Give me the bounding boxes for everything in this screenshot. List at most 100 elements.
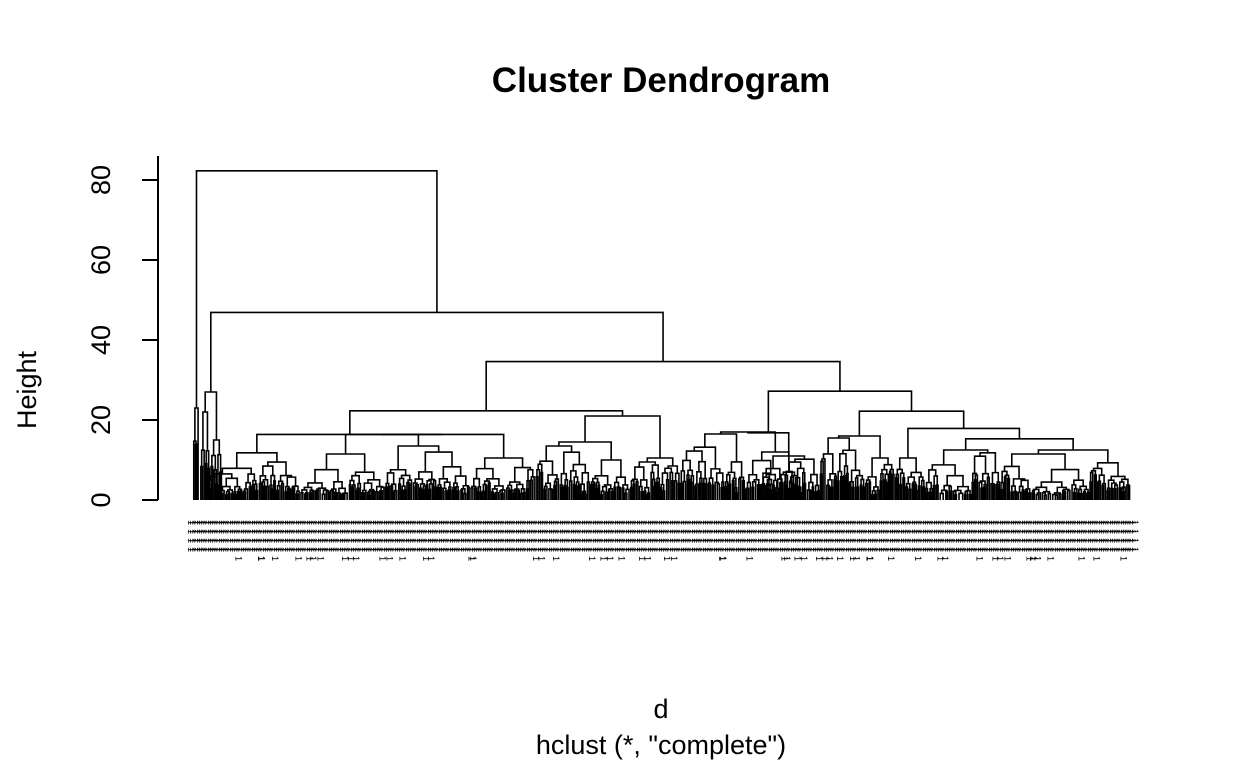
dendrogram-link bbox=[529, 479, 534, 500]
leaf-label: 1 bbox=[461, 538, 471, 543]
dendrogram-link bbox=[279, 474, 293, 482]
dendrogram-link bbox=[1096, 481, 1100, 500]
dendrogram-link bbox=[894, 477, 898, 500]
leaf-label: 1 bbox=[587, 556, 597, 561]
leaf-label: 1 bbox=[624, 529, 634, 534]
leaf-label: 1 bbox=[190, 538, 200, 543]
leaf-label: 1 bbox=[311, 538, 321, 543]
leaf-label: 1 bbox=[861, 547, 871, 552]
leaf-label: 1 bbox=[490, 547, 500, 552]
dendrogram-link bbox=[908, 488, 912, 500]
leaf-label: 1 bbox=[584, 538, 594, 543]
leaf-label: 1 bbox=[844, 520, 854, 525]
leaf-label: 1 bbox=[859, 538, 869, 543]
dendrogram-link bbox=[243, 488, 249, 500]
leaf-label: 1 bbox=[938, 538, 948, 543]
leaf-label: 1 bbox=[547, 547, 557, 552]
leaf-label: 1 bbox=[1114, 538, 1124, 543]
leaf-label: 1 bbox=[362, 520, 372, 525]
leaf-label: 1 bbox=[626, 547, 636, 552]
leaf-label: 1 bbox=[435, 538, 445, 543]
leaf-label: 1 bbox=[619, 547, 629, 552]
leaf-label: 1 bbox=[492, 529, 502, 534]
dendrogram-link bbox=[621, 487, 625, 500]
leaf-label: 1 bbox=[875, 547, 885, 552]
dendrogram-link bbox=[242, 490, 247, 500]
dendrogram-link bbox=[774, 491, 779, 500]
leaf-label: 1 bbox=[1119, 520, 1129, 525]
leaf-label: 1 bbox=[584, 547, 594, 552]
leaf-label: 1 bbox=[897, 520, 907, 525]
leaf-label: 1 bbox=[538, 529, 548, 534]
dendrogram-link bbox=[698, 482, 702, 500]
leaf-label: 1 bbox=[699, 547, 709, 552]
dendrogram-link bbox=[914, 489, 918, 500]
leaf-label: 1 bbox=[481, 529, 491, 534]
leaf-label: 1 bbox=[1059, 547, 1069, 552]
leaf-label: 1 bbox=[1066, 538, 1076, 543]
dendrogram-link bbox=[303, 493, 308, 500]
leaf-label: 1 bbox=[516, 529, 526, 534]
leaf-label: 1 bbox=[562, 547, 572, 552]
leaf-label: 1 bbox=[470, 547, 480, 552]
leaf-label: 1 bbox=[503, 520, 513, 525]
leaf-label: 1 bbox=[908, 520, 918, 525]
leaf-label: 1 bbox=[635, 529, 645, 534]
leaf-label: 1 bbox=[1090, 529, 1100, 534]
leaf-label: 1 bbox=[813, 529, 823, 534]
leaf-label: 1 bbox=[690, 520, 700, 525]
dendrogram-link bbox=[473, 477, 481, 487]
leaf-label: 1 bbox=[353, 520, 363, 525]
leaf-label: 1 bbox=[1029, 538, 1039, 543]
leaf-label: 1 bbox=[424, 547, 434, 552]
leaf-label: 1 bbox=[802, 520, 812, 525]
leaf-label: 1 bbox=[963, 547, 973, 552]
leaf-label: 1 bbox=[814, 556, 824, 561]
leaf-label: 1 bbox=[659, 538, 669, 543]
leaf-label: 1 bbox=[564, 520, 574, 525]
leaf-label: 1 bbox=[226, 529, 236, 534]
leaf-label: 1 bbox=[710, 538, 720, 543]
leaf-label: 1 bbox=[606, 538, 616, 543]
leaf-label: 1 bbox=[549, 538, 559, 543]
dendrogram-link bbox=[221, 485, 231, 491]
dendrogram-link bbox=[475, 467, 494, 479]
dendrogram-link bbox=[390, 485, 394, 500]
leaf-label: 1 bbox=[989, 529, 999, 534]
leaf-label: 1 bbox=[685, 529, 695, 534]
leaf-label: 1 bbox=[756, 520, 766, 525]
dendrogram-link bbox=[946, 474, 964, 487]
leaf-label: 1 bbox=[659, 520, 669, 525]
dendrogram-link bbox=[982, 486, 986, 500]
dendrogram-link bbox=[375, 485, 384, 492]
dendrogram-link bbox=[597, 484, 601, 500]
dendrogram-link bbox=[447, 489, 451, 500]
leaf-label: 1 bbox=[542, 547, 552, 552]
leaf-label: 1 bbox=[470, 538, 480, 543]
dendrogram-link bbox=[687, 478, 691, 500]
leaf-label: 1 bbox=[386, 547, 396, 552]
y-tick-label: 0 bbox=[86, 492, 116, 507]
leaf-label: 1 bbox=[980, 520, 990, 525]
leaf-label: 1 bbox=[573, 529, 583, 534]
dendrogram-link bbox=[259, 475, 267, 484]
leaf-label: 1 bbox=[892, 538, 902, 543]
leaf-label: 1 bbox=[349, 538, 359, 543]
dendrogram-link bbox=[325, 490, 330, 500]
y-tick-label: 60 bbox=[86, 245, 116, 275]
leaf-label: 1 bbox=[333, 520, 343, 525]
leaf-label: 1 bbox=[666, 547, 676, 552]
dendrogram-link bbox=[550, 488, 554, 500]
leaf-label: 1 bbox=[611, 547, 621, 552]
leaf-label: 1 bbox=[558, 529, 568, 534]
leaf-label: 1 bbox=[710, 529, 720, 534]
leaf-label: 1 bbox=[186, 529, 196, 534]
leaf-label: 1 bbox=[875, 529, 885, 534]
dendrogram-link bbox=[500, 492, 504, 500]
dendrogram-link bbox=[490, 491, 495, 500]
leaf-label: 1 bbox=[1048, 529, 1058, 534]
leaf-label: 1 bbox=[507, 520, 517, 525]
leaf-label: 1 bbox=[265, 547, 275, 552]
leaf-label: 1 bbox=[364, 547, 374, 552]
leaf-label: 1 bbox=[646, 520, 656, 525]
